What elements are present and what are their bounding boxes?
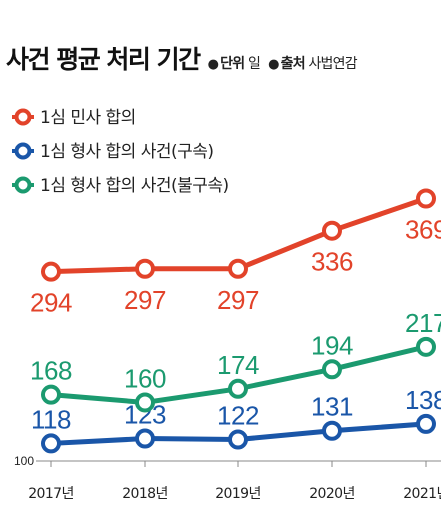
data-label: 138 (405, 385, 441, 415)
data-label: 217 (405, 308, 441, 338)
data-point (41, 261, 61, 282)
legend: 1심 민사 합의 1심 형사 합의 사건(구속) 1심 형사 합의 사건(불구속) (12, 108, 229, 196)
data-point (322, 359, 342, 380)
legend-marker (14, 142, 32, 160)
data-point (416, 413, 436, 434)
data-label: 194 (311, 330, 353, 360)
x-tick-label: 2018년 (122, 486, 168, 502)
data-point (41, 384, 61, 405)
x-tick-label: 2020년 (309, 486, 355, 502)
x-axis: 100 2017년 2018년 2019년 2020년 2021년 (14, 454, 441, 502)
data-label: 297 (124, 285, 166, 315)
data-point (135, 392, 155, 413)
data-point (416, 188, 436, 209)
bullet-icon: ● (207, 57, 219, 72)
data-label: 168 (30, 356, 72, 386)
bullet-icon: ● (268, 57, 279, 72)
data-point (416, 336, 436, 357)
legend-marker (14, 108, 32, 126)
data-point (135, 258, 155, 279)
source-key: 출처 (280, 56, 306, 72)
legend-label: 1심 민사 합의 (40, 108, 136, 128)
source-value: 사법연감 (308, 56, 357, 72)
x-tick-label: 2017년 (28, 486, 74, 502)
data-point (228, 378, 248, 399)
legend-marker (14, 176, 32, 194)
unit-value: 일 (248, 56, 261, 72)
data-label: 336 (311, 247, 353, 277)
x-tick-label: 2021년 (403, 486, 441, 502)
x-tick-label: 2019년 (215, 486, 261, 502)
data-label: 369 (405, 214, 441, 244)
data-label: 131 (311, 392, 353, 422)
unit-key: 단위 (220, 56, 245, 72)
source-note: ● 출처 사법연감 (268, 53, 358, 73)
legend-label: 1심 형사 합의 사건(구속) (40, 142, 214, 162)
data-point (322, 220, 342, 241)
data-label: 174 (217, 350, 259, 380)
data-label: 118 (31, 404, 71, 434)
data-point (228, 258, 248, 279)
chart-title: 사건 평균 처리 기간 (6, 45, 201, 74)
header: 사건 평균 처리 기간 ● 단위 일 ● 출처 사법연감 (6, 40, 358, 76)
legend-label: 1심 형사 합의 사건(불구속) (40, 176, 229, 196)
data-point (135, 428, 155, 449)
data-point (322, 420, 342, 441)
data-label: 294 (30, 288, 72, 318)
data-point (228, 429, 248, 450)
data-label: 160 (124, 363, 166, 393)
data-label: 122 (217, 401, 259, 431)
data-label: 297 (217, 285, 259, 315)
unit-note: ● 단위 일 (207, 53, 261, 73)
y-tick-label: 100 (14, 454, 34, 468)
data-point (41, 433, 61, 454)
